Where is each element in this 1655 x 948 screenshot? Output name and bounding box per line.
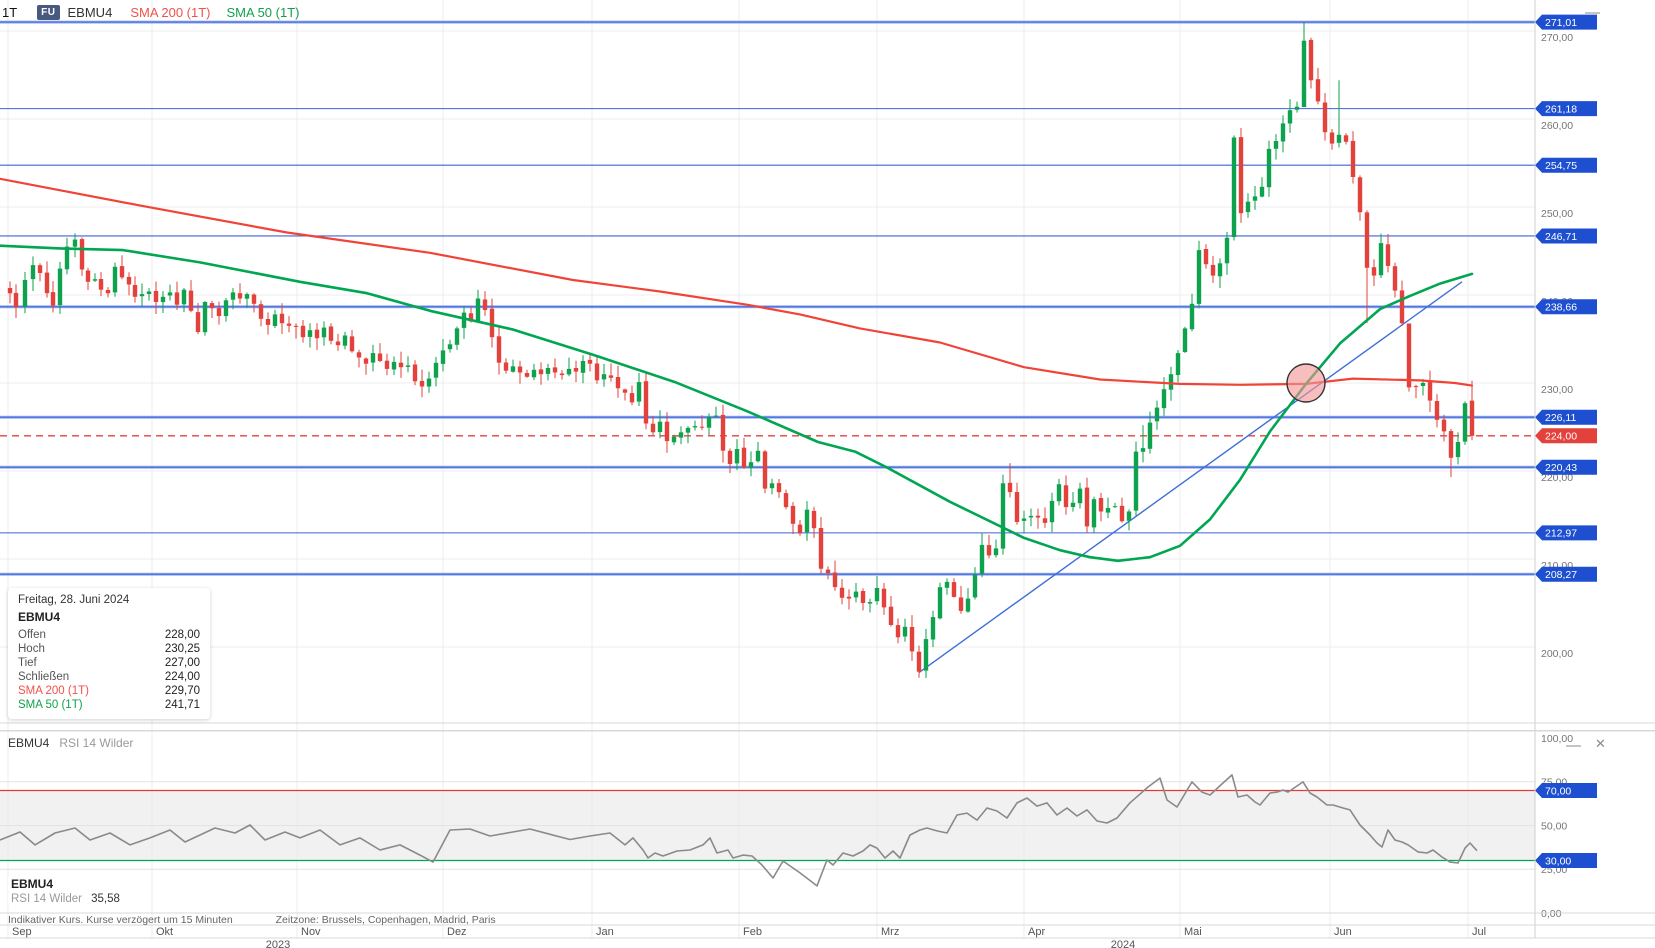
delayed-quote-note: Indikativer Kurs. Kurse verzögert um 15 … bbox=[8, 914, 233, 926]
svg-text:200,00: 200,00 bbox=[1541, 648, 1573, 660]
svg-text:226,11: 226,11 bbox=[1545, 412, 1576, 424]
x-axis-year-label: 2024 bbox=[1110, 939, 1136, 948]
rsi-current-value: 35,58 bbox=[91, 893, 120, 905]
tooltip-row-sma50: SMA 50 (1T) 241,71 bbox=[18, 699, 200, 711]
sma200-legend-label[interactable]: SMA 200 (1T) bbox=[130, 4, 211, 20]
price-axis-badge: 246,71 bbox=[1535, 228, 1597, 244]
svg-text:100,00: 100,00 bbox=[1541, 733, 1573, 745]
x-axis-month-label: Jul bbox=[1472, 926, 1487, 938]
x-axis-year-label: 2023 bbox=[265, 939, 291, 948]
candles-layer bbox=[7, 22, 1475, 678]
svg-text:208,27: 208,27 bbox=[1545, 569, 1577, 581]
rsi-symbol-label: EBMU4 bbox=[8, 736, 50, 750]
rsi-axis-badge: 70,00 bbox=[1535, 783, 1597, 798]
symbol-label[interactable]: EBMU4 bbox=[67, 4, 113, 20]
price-axis-badge: 238,66 bbox=[1535, 299, 1597, 315]
price-axis-badge: 220,43 bbox=[1535, 459, 1597, 475]
sma200-line bbox=[0, 177, 1474, 387]
price-axis-badge: 208,27 bbox=[1535, 566, 1597, 582]
x-axis-month-label: Okt bbox=[156, 926, 174, 938]
svg-text:224,00: 224,00 bbox=[1545, 431, 1577, 443]
x-axis-month-label: Dez bbox=[447, 926, 467, 938]
rsi-line bbox=[0, 774, 1478, 887]
tooltip-row: Offen 228,00 bbox=[18, 629, 200, 641]
svg-text:220,43: 220,43 bbox=[1545, 462, 1577, 474]
sma50-legend-label[interactable]: SMA 50 (1T) bbox=[226, 4, 300, 20]
svg-text:246,71: 246,71 bbox=[1545, 231, 1577, 243]
svg-text:70,00: 70,00 bbox=[1545, 785, 1571, 797]
rsi-bottom-symbol: EBMU4 bbox=[8, 877, 57, 891]
price-axis-badge: 254,75 bbox=[1535, 157, 1597, 173]
x-axis-month-label: Jan bbox=[596, 926, 614, 938]
price-axis-badge: 224,00 bbox=[1535, 428, 1597, 444]
timezone-note: Zeitzone: Brussels, Copenhagen, Madrid, … bbox=[275, 914, 496, 926]
svg-text:250,00: 250,00 bbox=[1541, 208, 1573, 220]
price-axis-badge: 271,01 bbox=[1535, 14, 1597, 30]
price-axis-badge: 261,18 bbox=[1535, 101, 1597, 117]
chart-legend: 1T FU EBMU4 SMA 200 (1T) SMA 50 (1T) bbox=[2, 3, 299, 21]
tooltip-row: Tief 227,00 bbox=[18, 657, 200, 669]
tooltip-date: Freitag, 28. Juni 2024 bbox=[18, 594, 130, 606]
rsi-axis-badge: 30,00 bbox=[1535, 853, 1597, 868]
rsi-bottom-value-row: RSI 14 Wilder 35,58 bbox=[8, 893, 123, 905]
price-chart-canvas[interactable]: 270,00260,00250,00240,00230,00220,00210,… bbox=[0, 0, 1655, 731]
x-axis-month-label: Jun bbox=[1334, 926, 1352, 938]
svg-text:238,66: 238,66 bbox=[1545, 302, 1577, 314]
svg-text:50,00: 50,00 bbox=[1541, 820, 1567, 832]
minimize-icon[interactable]: — bbox=[1585, 4, 1600, 21]
x-axis-month-label: Mai bbox=[1184, 926, 1202, 938]
svg-text:261,18: 261,18 bbox=[1545, 103, 1577, 115]
svg-text:260,00: 260,00 bbox=[1541, 120, 1573, 132]
price-axis-badge: 212,97 bbox=[1535, 525, 1597, 541]
svg-text:230,00: 230,00 bbox=[1541, 384, 1573, 396]
x-axis-month-label: Nov bbox=[301, 926, 321, 938]
svg-text:0,00: 0,00 bbox=[1541, 908, 1562, 920]
tooltip-row-sma200: SMA 200 (1T) 229,70 bbox=[18, 685, 200, 697]
svg-text:212,97: 212,97 bbox=[1545, 528, 1577, 540]
x-axis-month-label: Sep bbox=[12, 926, 32, 938]
rsi-indicator-label[interactable]: RSI 14 Wilder bbox=[59, 736, 134, 750]
svg-text:220,00: 220,00 bbox=[1541, 472, 1573, 484]
x-axis-month-label: Apr bbox=[1028, 926, 1046, 938]
svg-text:271,01: 271,01 bbox=[1545, 17, 1577, 29]
tooltip-row: Hoch 230,25 bbox=[18, 643, 200, 655]
price-axis-badge: 226,11 bbox=[1535, 409, 1597, 425]
rsi-panel-header: EBMU4 RSI 14 Wilder bbox=[8, 736, 133, 750]
svg-text:254,75: 254,75 bbox=[1545, 160, 1577, 172]
ohlc-tooltip: Freitag, 28. Juni 2024 EBMU4 Offen 228,00… bbox=[8, 588, 210, 719]
rsi-value-label: RSI 14 Wilder bbox=[11, 893, 82, 905]
svg-text:270,00: 270,00 bbox=[1541, 32, 1573, 44]
footer-disclaimer: Indikativer Kurs. Kurse verzögert um 15 … bbox=[8, 914, 536, 926]
timeframe-label[interactable]: 1T bbox=[2, 4, 18, 20]
tooltip-symbol: EBMU4 bbox=[18, 610, 61, 624]
instrument-logo-badge: FU bbox=[37, 4, 60, 20]
x-axis-month-label: Mrz bbox=[881, 926, 900, 938]
rsi-close-icon[interactable]: ✕ bbox=[1595, 736, 1606, 751]
rsi-minimize-icon[interactable]: — bbox=[1566, 737, 1581, 754]
golden-cross-highlight bbox=[1286, 363, 1326, 403]
tooltip-row: Schließen 224,00 bbox=[18, 671, 200, 683]
svg-text:30,00: 30,00 bbox=[1545, 855, 1571, 867]
x-axis-month-label: Feb bbox=[743, 926, 762, 938]
